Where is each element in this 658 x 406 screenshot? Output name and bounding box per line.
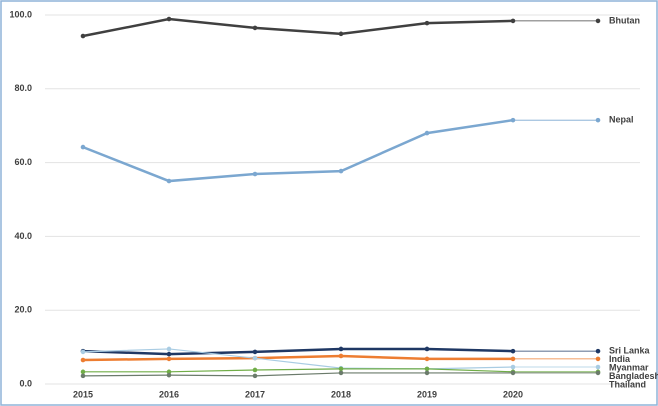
end-point — [595, 117, 601, 123]
point — [424, 20, 430, 26]
point — [80, 357, 86, 363]
point — [252, 373, 258, 379]
series-line — [83, 368, 514, 373]
series-line — [82, 347, 514, 356]
point — [338, 370, 344, 376]
point — [424, 356, 430, 362]
point — [424, 370, 430, 376]
point — [424, 366, 430, 372]
series-label: India — [609, 354, 631, 364]
series-line — [82, 372, 513, 377]
series-line — [82, 17, 514, 38]
point — [166, 369, 172, 375]
point — [166, 351, 172, 357]
point — [338, 31, 344, 37]
end-point — [595, 364, 601, 370]
point — [424, 346, 430, 352]
point — [510, 117, 516, 123]
point — [80, 144, 86, 150]
point — [338, 346, 344, 352]
x-tick-label: 2015 — [73, 389, 93, 399]
series-label: Thailand — [609, 380, 646, 390]
y-tick-label: 20.0 — [14, 305, 32, 315]
point — [510, 364, 516, 370]
point — [338, 366, 344, 372]
x-tick-label: 2017 — [245, 389, 265, 399]
point — [252, 367, 258, 373]
series-label: Myanmar — [609, 363, 649, 373]
point — [338, 168, 344, 174]
series-label: Bangladesh — [609, 371, 658, 381]
y-tick-label: 40.0 — [14, 231, 32, 241]
series-line — [82, 348, 514, 370]
end-point — [595, 18, 601, 24]
point — [80, 373, 86, 379]
y-tick-label: 80.0 — [14, 83, 32, 93]
point — [166, 346, 172, 352]
y-tick-label: 100.0 — [9, 9, 32, 19]
point — [252, 355, 258, 361]
series-label: Bhutan — [609, 15, 640, 25]
end-point — [595, 356, 601, 362]
point — [252, 171, 258, 177]
point — [510, 18, 516, 24]
end-point — [595, 370, 601, 376]
point — [510, 356, 516, 362]
x-tick-label: 2016 — [159, 389, 179, 399]
point — [166, 372, 172, 378]
point — [510, 370, 516, 376]
y-tick-label: 60.0 — [14, 157, 32, 167]
point — [80, 369, 86, 375]
series-label: Nepal — [609, 115, 634, 125]
point — [338, 353, 344, 359]
end-point — [595, 348, 601, 354]
point — [252, 25, 258, 31]
point — [166, 16, 172, 22]
x-tick-label: 2018 — [331, 389, 351, 399]
series-label: Sri Lanka — [609, 346, 651, 356]
x-tick-label: 2020 — [503, 389, 523, 399]
series-line — [82, 118, 514, 183]
point — [166, 356, 172, 362]
point — [80, 33, 86, 39]
point — [510, 348, 516, 354]
series-line — [82, 354, 513, 362]
x-tick-label: 2019 — [417, 389, 437, 399]
point — [424, 130, 430, 136]
point — [80, 349, 86, 355]
point — [166, 178, 172, 184]
point — [252, 349, 258, 355]
y-tick-label: 0.0 — [19, 378, 32, 388]
